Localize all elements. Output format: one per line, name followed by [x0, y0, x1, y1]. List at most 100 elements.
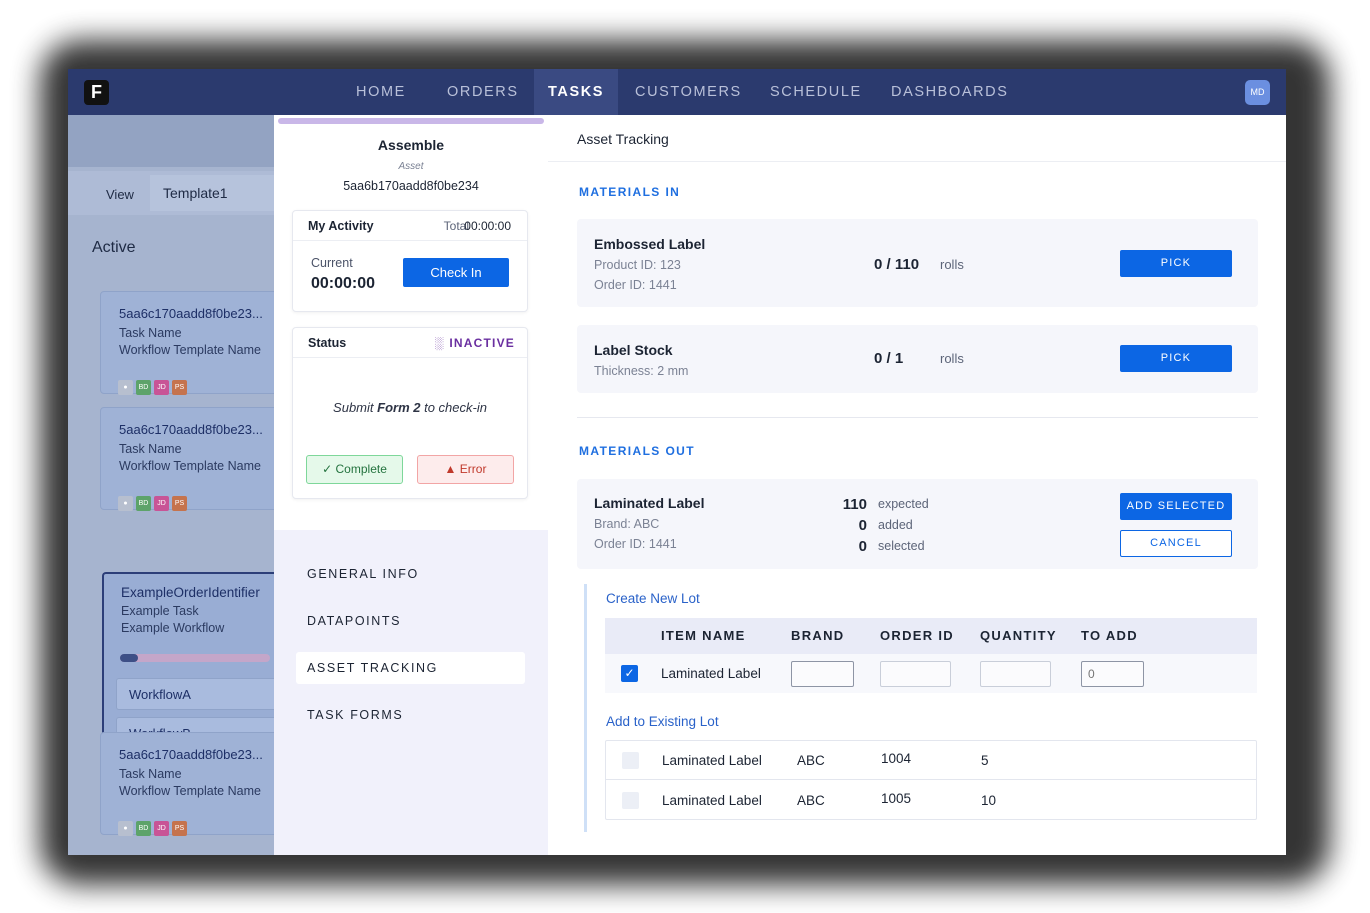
- status-card-header: Status ░ INACTIVE: [293, 328, 527, 358]
- assignee-badges: ● BD JD PS: [118, 492, 190, 511]
- user-icon: ●: [118, 821, 133, 836]
- status-message-form: Form 2: [377, 400, 421, 415]
- active-section-title: Active: [92, 239, 136, 256]
- sidenav-asset-tracking[interactable]: ASSET TRACKING: [296, 652, 525, 684]
- task-card-task: Task Name: [119, 326, 182, 340]
- material-in-card: Embossed Label Product ID: 123 Order ID:…: [577, 219, 1258, 307]
- nav-orders[interactable]: ORDERS: [447, 84, 519, 100]
- badge-jd: JD: [154, 380, 169, 395]
- order-id: 1005: [881, 791, 912, 806]
- status-message-pre: Submit: [333, 400, 378, 415]
- pick-button[interactable]: PICK: [1120, 345, 1232, 372]
- column-order-id: ORDER ID: [880, 628, 954, 643]
- nav-home[interactable]: HOME: [356, 84, 406, 100]
- row-checkbox[interactable]: ✓: [621, 665, 638, 682]
- item-name: Laminated Label: [662, 753, 762, 768]
- view-select[interactable]: Template1: [150, 175, 274, 211]
- lot-section-bar: [584, 584, 587, 832]
- pick-button[interactable]: PICK: [1120, 250, 1232, 277]
- badge-bd: BD: [136, 821, 151, 836]
- brand-input[interactable]: [791, 661, 854, 687]
- selected-label: selected: [878, 539, 925, 553]
- badge-ps: PS: [172, 821, 187, 836]
- sidenav-general-info[interactable]: GENERAL INFO: [307, 567, 419, 581]
- divider: [548, 161, 1286, 162]
- workflow-item[interactable]: WorkflowA: [116, 678, 274, 710]
- task-card-task: Task Name: [119, 442, 182, 456]
- create-new-lot-heading: Create New Lot: [606, 591, 700, 606]
- column-quantity: QUANTITY: [980, 628, 1057, 643]
- brand: ABC: [797, 753, 825, 768]
- row-checkbox[interactable]: [622, 752, 639, 769]
- task-card[interactable]: 5aa6c170aadd8f0be23... Task Name Workflo…: [100, 407, 274, 511]
- column-to-add: TO ADD: [1081, 628, 1138, 643]
- order-progress-bar: [120, 654, 270, 662]
- sidenav-task-forms[interactable]: TASK FORMS: [307, 708, 404, 722]
- error-button[interactable]: ▲ Error: [417, 455, 514, 484]
- warning-icon: ▲: [444, 462, 457, 476]
- material-order-id: Order ID: 1441: [594, 278, 677, 292]
- check-in-button[interactable]: Check In: [403, 258, 509, 287]
- quantity: 10: [981, 793, 997, 808]
- added-label: added: [878, 518, 913, 532]
- current-label: Current: [311, 256, 353, 270]
- material-out-card: Laminated Label Brand: ABC Order ID: 144…: [577, 479, 1258, 569]
- order-id-input[interactable]: [880, 661, 951, 687]
- list-header: [68, 115, 274, 167]
- app-logo[interactable]: F: [84, 80, 109, 105]
- added-count: 0: [858, 517, 867, 534]
- assignee-badges: ● BD JD PS: [118, 817, 190, 836]
- row-checkbox[interactable]: [622, 792, 639, 809]
- existing-lot-heading: Add to Existing Lot: [606, 714, 719, 729]
- complete-button[interactable]: ✓ Complete: [306, 455, 403, 484]
- task-card-task: Task Name: [119, 767, 182, 781]
- nav-schedule[interactable]: SCHEDULE: [770, 84, 862, 100]
- activity-card: My Activity Total 00:00:00 Current 00:00…: [292, 210, 528, 312]
- workflow-item-label: WorkflowA: [129, 687, 191, 702]
- to-add-input[interactable]: [1081, 661, 1144, 687]
- task-card-workflow: Workflow Template Name: [119, 459, 261, 473]
- material-brand: Brand: ABC: [594, 517, 660, 531]
- nav-tasks[interactable]: TASKS: [534, 69, 619, 115]
- inactive-icon: ░: [434, 336, 444, 350]
- view-select-value: Template1: [163, 185, 228, 201]
- material-quantity: 0 / 1: [874, 350, 904, 367]
- nav-customers[interactable]: CUSTOMERS: [635, 84, 742, 100]
- asset-tracking-panel: Asset Tracking MATERIALS IN Embossed Lab…: [548, 115, 1286, 855]
- material-name: Embossed Label: [594, 236, 706, 252]
- app-window: F HOME ORDERS TASKS CUSTOMERS SCHEDULE D…: [68, 69, 1286, 855]
- user-avatar[interactable]: MD: [1245, 80, 1270, 105]
- example-order-card[interactable]: ExampleOrderIdentifier Example Task Exam…: [102, 572, 274, 764]
- task-card[interactable]: 5aa6c170aadd8f0be23... Task Name Workflo…: [100, 291, 274, 395]
- task-list-background: View Template1 Active 5aa6c170aadd8f0be2…: [68, 115, 274, 855]
- material-name: Laminated Label: [594, 495, 705, 511]
- table-row[interactable]: Laminated Label ABC 1004 5: [606, 741, 1256, 780]
- badge-bd: BD: [136, 496, 151, 511]
- task-card-id: 5aa6c170aadd8f0be23...: [119, 747, 263, 762]
- order-id: 1004: [881, 751, 912, 766]
- task-title: Assemble: [377, 137, 445, 153]
- activity-card-header: My Activity Total 00:00:00: [293, 211, 527, 241]
- task-card-id: 5aa6c170aadd8f0be23...: [119, 306, 263, 321]
- assignee-badges: ● BD JD PS: [118, 376, 190, 395]
- sidenav-datapoints[interactable]: DATAPOINTS: [307, 614, 402, 628]
- task-card[interactable]: 5aa6c170aadd8f0be23... Task Name Workflo…: [100, 732, 274, 836]
- complete-label: Complete: [335, 462, 387, 476]
- nav-dashboards[interactable]: DASHBOARDS: [891, 84, 1009, 100]
- panel-title: Asset Tracking: [577, 131, 669, 147]
- activity-title: My Activity: [308, 219, 374, 233]
- order-progress-fill: [120, 654, 138, 662]
- expected-label: expected: [878, 497, 929, 511]
- material-quantity: 0 / 110: [874, 256, 920, 273]
- asset-id: 5aa6b170aadd8f0be234: [343, 179, 479, 193]
- add-selected-button[interactable]: ADD SELECTED: [1120, 493, 1232, 520]
- quantity-input[interactable]: [980, 661, 1051, 687]
- expected-count: 110: [842, 496, 867, 513]
- cancel-button[interactable]: CANCEL: [1120, 530, 1232, 557]
- badge-jd: JD: [154, 496, 169, 511]
- badge-ps: PS: [172, 496, 187, 511]
- error-label: Error: [459, 462, 487, 476]
- table-row[interactable]: Laminated Label ABC 1005 10: [606, 781, 1256, 820]
- user-icon: ●: [118, 496, 133, 511]
- status-title: Status: [308, 336, 347, 350]
